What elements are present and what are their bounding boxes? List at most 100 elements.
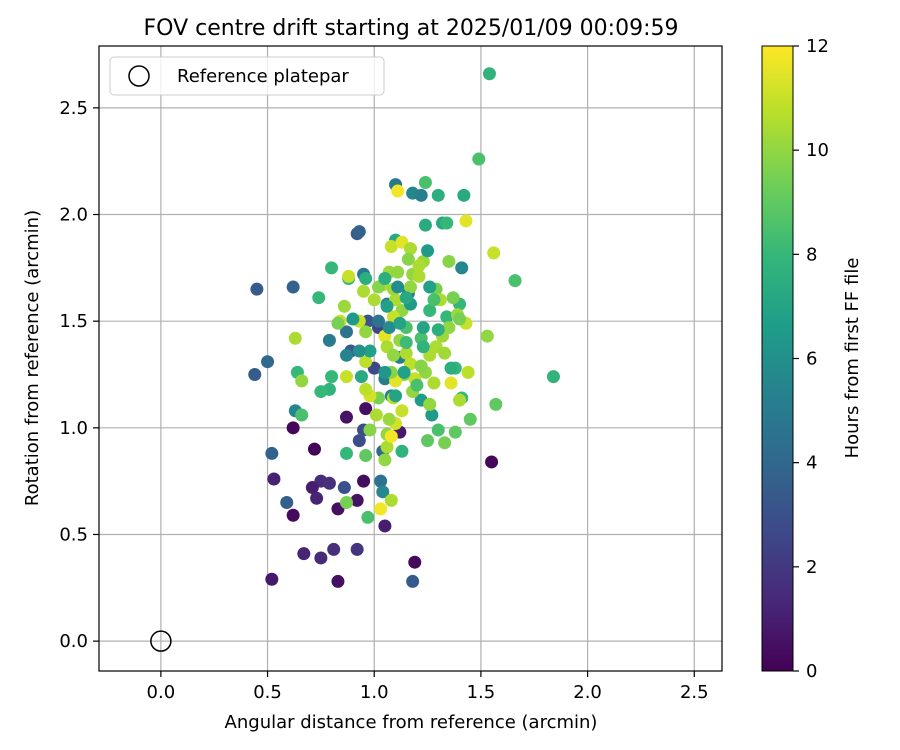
data-point (346, 312, 360, 326)
data-point (322, 333, 336, 347)
data-point (546, 370, 560, 384)
data-point (389, 389, 403, 403)
data-point (386, 348, 400, 362)
x-tick-label: 0.5 (253, 682, 282, 703)
data-point (352, 225, 366, 239)
data-point (378, 365, 392, 379)
data-point (286, 280, 300, 294)
data-point (357, 474, 371, 488)
data-point (267, 472, 281, 486)
data-point (339, 446, 353, 460)
y-tick-label: 1.0 (59, 418, 88, 439)
data-point (378, 453, 392, 467)
data-point (325, 261, 339, 275)
data-point (421, 434, 435, 448)
data-point (463, 412, 477, 426)
data-point (314, 551, 328, 565)
colorbar-tick-label: 6 (806, 349, 817, 370)
data-point (410, 378, 424, 392)
reference-platepar-marker (150, 630, 172, 652)
data-point (382, 321, 396, 335)
data-point (391, 265, 405, 279)
data-point (472, 152, 486, 166)
data-point (384, 429, 398, 443)
data-point (367, 293, 381, 307)
data-point (395, 444, 409, 458)
data-point (423, 280, 437, 294)
data-point (440, 216, 454, 230)
data-point (423, 397, 437, 411)
data-point (384, 493, 398, 507)
data-point (363, 344, 377, 358)
data-point (307, 442, 321, 456)
data-point (427, 376, 441, 390)
legend-label: Reference platepar (177, 66, 349, 87)
data-point (393, 316, 407, 330)
data-point (248, 367, 262, 381)
data-point (485, 455, 499, 469)
x-axis-title: Angular distance from reference (arcmin) (225, 712, 598, 733)
data-point (305, 481, 319, 495)
data-point (438, 346, 452, 360)
data-point (461, 365, 475, 379)
data-point (397, 365, 411, 379)
data-point (412, 259, 426, 273)
data-point (339, 410, 353, 424)
x-tick-label: 1.0 (360, 682, 389, 703)
data-point (371, 314, 385, 328)
data-point (331, 316, 345, 330)
data-point (482, 67, 496, 81)
data-point (357, 284, 371, 298)
data-point (339, 325, 353, 339)
y-tick-label: 0.5 (59, 524, 88, 545)
data-point (261, 355, 275, 369)
data-point (350, 493, 364, 507)
data-point (339, 370, 353, 384)
legend-marker-open-circle-icon (128, 65, 150, 87)
data-point (380, 440, 394, 454)
data-points (248, 67, 560, 588)
data-point (331, 574, 345, 588)
data-point (457, 188, 471, 202)
data-point (374, 474, 388, 488)
data-point (325, 370, 339, 384)
data-point (399, 346, 413, 360)
colorbar (761, 45, 794, 672)
y-tick-label: 2.0 (59, 205, 88, 226)
data-point (265, 572, 279, 586)
data-point (342, 269, 356, 283)
data-point (431, 188, 445, 202)
legend-box (109, 56, 385, 96)
data-point (312, 291, 326, 305)
x-tick-label: 2.0 (573, 682, 602, 703)
data-point (295, 374, 309, 388)
data-point (288, 331, 302, 345)
data-point (339, 495, 353, 509)
data-point (431, 323, 445, 337)
data-point (487, 246, 501, 260)
data-point (250, 282, 264, 296)
data-point (427, 293, 441, 307)
data-point (337, 481, 351, 495)
data-point (453, 312, 467, 326)
data-point (280, 495, 294, 509)
data-point (369, 408, 383, 422)
data-point (395, 404, 409, 418)
data-point (444, 361, 458, 375)
data-point (382, 412, 396, 426)
y-tick-label: 2.5 (59, 98, 88, 119)
data-point (359, 272, 373, 286)
colorbar-title: Hours from first FF file (842, 258, 863, 459)
data-point (359, 402, 373, 416)
data-point (414, 359, 428, 373)
data-point (480, 329, 494, 343)
y-tick-label: 0.0 (59, 631, 88, 652)
data-point (423, 304, 437, 318)
data-point (391, 280, 405, 294)
data-point (418, 176, 432, 190)
data-point (399, 291, 413, 305)
data-point (378, 272, 392, 286)
data-point (408, 555, 422, 569)
